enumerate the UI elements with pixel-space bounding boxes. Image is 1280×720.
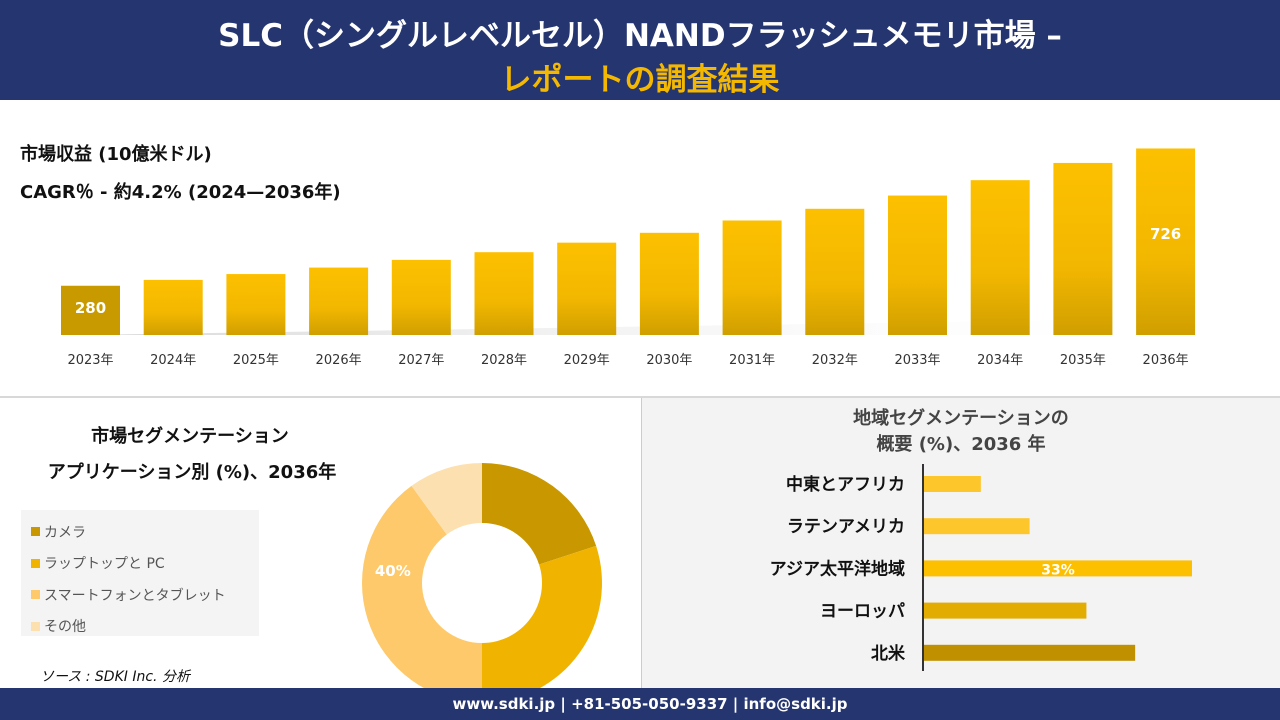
x-tick-label: 2033年 <box>894 353 940 368</box>
region-bar <box>924 560 1192 577</box>
legend-label: スマートフォンとタブレット <box>44 587 226 604</box>
legend-label: ラップトップと PC <box>44 556 165 573</box>
segment-title-2: アプリケーション別 (%)、2036年 <box>47 462 337 483</box>
revenue-bar <box>805 208 865 335</box>
x-tick-label: 2025年 <box>233 353 279 368</box>
region-title-2: 概要 (%)、2036 年 <box>876 434 1046 455</box>
x-tick-label: 2035年 <box>1060 353 1106 368</box>
revenue-bar <box>639 232 699 335</box>
legend-swatch <box>31 558 40 568</box>
x-tick-label: 2023年 <box>67 353 113 368</box>
legend-item: カメラ <box>31 516 249 548</box>
x-tick-label: 2032年 <box>812 353 858 368</box>
bar-data-label: 280 <box>75 299 106 317</box>
footer-contact: www.sdki.jp | +81-505-050-9337 | info@sd… <box>0 688 1280 720</box>
revenue-bar <box>391 259 451 335</box>
legend-swatch <box>31 590 40 600</box>
region-bar <box>924 476 981 492</box>
region-label: アジア太平洋地域 <box>770 558 905 579</box>
revenue-bar <box>61 285 120 335</box>
revenue-bar-chart: 2023年 280 2024年 2025年 2026年 2027年 2028年 2029年 20… <box>61 148 1210 368</box>
revenue-bar <box>309 267 369 335</box>
page-title: SLC（シングルレベルセル）NANDフラッシュメモリ市場 – <box>218 18 1062 54</box>
application-segment-panel: 市場セグメンテーション アプリケーション別 (%)、2036年 カメララップトッ… <box>0 398 640 688</box>
legend-item: スマートフォンとタブレット <box>31 579 249 611</box>
region-bar <box>924 602 1087 619</box>
source-note: ソース : SDKI Inc. 分析 <box>40 669 190 685</box>
region-label: ヨーロッパ <box>820 602 905 622</box>
region-label: 北米 <box>871 643 906 664</box>
region-label: 中東とアフリカ <box>786 474 905 495</box>
legend-item: その他 <box>31 611 249 643</box>
application-donut-chart: 40% <box>362 463 602 688</box>
legend-swatch <box>31 527 40 537</box>
revenue-bar <box>970 180 1030 335</box>
region-data-label: 33% <box>1041 562 1075 578</box>
region-segment-panel: 地域セグメンテーションの 概要 (%)、2036 年 中東とアフリカ ラテンアメリ… <box>641 398 1280 688</box>
revenue-bar <box>474 252 534 335</box>
header: SLC（シングルレベルセル）NANDフラッシュメモリ市場 – レポートの調査結果 <box>0 0 1280 100</box>
donut-slice <box>482 463 597 565</box>
revenue-bar <box>226 274 286 335</box>
segment-title-1: 市場セグメンテーション <box>91 426 289 447</box>
x-tick-label: 2034年 <box>977 353 1023 368</box>
region-bar <box>924 518 1030 535</box>
bar-data-label: 726 <box>1150 225 1181 243</box>
x-tick-label: 2030年 <box>646 353 692 368</box>
divider <box>0 396 1280 398</box>
page-subtitle: レポートの調査結果 <box>500 62 780 98</box>
region-label: ラテンアメリカ <box>787 517 905 537</box>
x-tick-label: 2027年 <box>398 353 444 368</box>
revenue-bar <box>557 242 617 335</box>
x-tick-label: 2026年 <box>316 353 362 368</box>
legend-item: ラップトップと PC <box>31 548 249 580</box>
revenue-bar <box>1053 162 1113 335</box>
revenue-bar <box>722 220 782 335</box>
cagr-text: CAGR％ - 約4.2% (2024—2036年) <box>20 182 341 203</box>
pie-legend: カメララップトップと PC スマートフォンとタブレット その他 <box>21 510 259 636</box>
revenue-panel: 市場収益 (10億米ドル) CAGR％ - 約4.2% (2024—2036年)… <box>0 100 1280 396</box>
donut-slice <box>482 545 602 688</box>
x-tick-label: 2036年 <box>1143 353 1189 368</box>
donut-slice <box>411 463 482 535</box>
x-tick-label: 2024年 <box>150 353 196 368</box>
slice-label: 40% <box>375 562 411 580</box>
donut-slice <box>362 485 482 688</box>
x-tick-label: 2029年 <box>564 353 610 368</box>
revenue-bar <box>1136 148 1196 335</box>
legend-label: カメラ <box>44 524 86 541</box>
legend-label: その他 <box>44 619 86 636</box>
region-title-1: 地域セグメンテーションの <box>853 408 1069 429</box>
legend-swatch <box>31 621 40 631</box>
revenue-title: 市場収益 (10億米ドル) <box>20 144 212 165</box>
region-bar <box>924 644 1136 661</box>
revenue-bar <box>143 279 203 335</box>
revenue-bar <box>888 195 947 335</box>
x-tick-label: 2028年 <box>481 353 527 368</box>
x-tick-label: 2031年 <box>729 353 775 368</box>
